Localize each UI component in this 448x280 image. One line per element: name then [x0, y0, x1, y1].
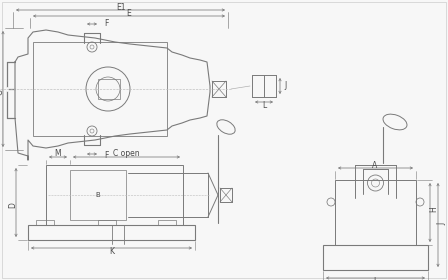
- Bar: [33, 42, 167, 136]
- Bar: [36, 220, 54, 225]
- Text: E1: E1: [116, 3, 125, 11]
- Text: F: F: [104, 151, 108, 160]
- Bar: [335, 180, 416, 245]
- Text: M: M: [55, 150, 61, 158]
- Text: K: K: [109, 248, 114, 256]
- Bar: [323, 245, 428, 270]
- Bar: [98, 79, 120, 99]
- Text: J: J: [438, 223, 447, 225]
- Text: C open: C open: [113, 150, 140, 158]
- Bar: [46, 165, 183, 225]
- Bar: [158, 220, 176, 225]
- Bar: [98, 220, 116, 225]
- Text: G: G: [0, 89, 4, 95]
- Bar: [70, 170, 126, 220]
- Text: F: F: [104, 18, 108, 27]
- Text: J: J: [374, 277, 376, 280]
- Text: B: B: [95, 192, 100, 198]
- Bar: [28, 225, 195, 240]
- Text: H: H: [430, 207, 439, 213]
- Text: D: D: [9, 202, 17, 208]
- Text: L: L: [262, 102, 266, 111]
- Text: J: J: [284, 81, 286, 90]
- Text: A: A: [372, 160, 378, 169]
- Text: E: E: [127, 8, 131, 17]
